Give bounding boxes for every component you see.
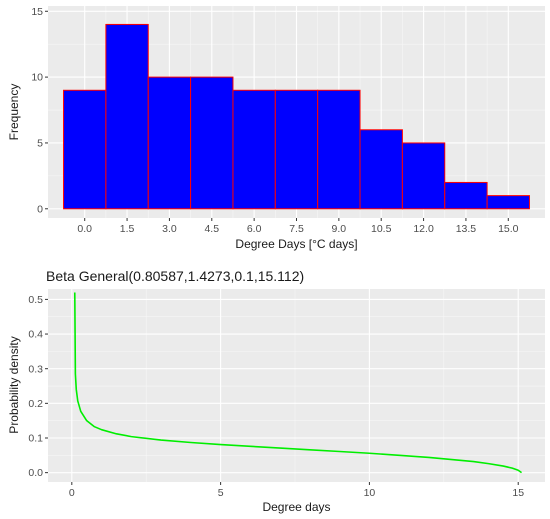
histogram-y-tick-label: 15 [31, 6, 43, 18]
histogram-bar [63, 89, 107, 210]
histogram-x-tick-label: 0.0 [77, 223, 92, 235]
histogram-x-tick-label: 10.5 [371, 223, 392, 235]
density-x-axis: 0 5 10 15 [69, 482, 524, 499]
histogram-x-tick-label: 9.0 [332, 223, 347, 235]
density-x-tick-label: 10 [364, 487, 376, 499]
density-y-tick-label: 0.1 [28, 433, 43, 445]
histogram-bar [105, 23, 149, 210]
density-y-tick-label: 0.2 [28, 398, 43, 410]
histogram-x-axis-title: Degree Days [°C days] [235, 237, 357, 251]
density-major-gridlines [48, 289, 545, 482]
density-chart: Beta General(0.80587,1.4273,0.1,15.112) … [7, 268, 545, 514]
density-curve [73, 292, 523, 474]
histogram-bar [274, 89, 319, 210]
density-chart-title: Beta General(0.80587,1.4273,0.1,15.112) [46, 268, 304, 284]
density-y-tick-label: 0.0 [28, 467, 43, 479]
density-x-tick-label: 5 [218, 487, 224, 499]
density-x-axis-title: Degree days [262, 500, 330, 514]
histogram-y-axis: 0 5 10 15 [31, 6, 48, 215]
histogram-bar [401, 142, 446, 210]
histogram-x-tick-label: 13.5 [456, 223, 477, 235]
histogram-y-tick-label: 10 [31, 72, 43, 84]
histogram-bar [317, 89, 361, 210]
histogram-chart: 0 5 10 15 0.0 1.5 3.0 4.5 6.0 7.5 9.0 10.5 12.0 13.5… [7, 6, 545, 251]
density-y-tick-label: 0.5 [28, 294, 43, 306]
histogram-x-tick-label: 15.0 [498, 223, 519, 235]
density-minor-gridlines [48, 289, 545, 482]
histogram-x-tick-label: 7.5 [289, 223, 304, 235]
histogram-x-tick-label: 6.0 [247, 223, 262, 235]
histogram-x-tick-label: 1.5 [120, 223, 135, 235]
histogram-x-tick-label: 4.5 [204, 223, 219, 235]
histogram-bar [359, 129, 403, 210]
histogram-bars [63, 23, 530, 210]
density-x-tick-label: 0 [69, 487, 75, 499]
histogram-bar [486, 195, 530, 210]
density-plot-panel [48, 289, 545, 482]
density-y-axis: 0.0 0.1 0.2 0.3 0.4 0.5 [28, 294, 48, 479]
density-y-tick-label: 0.3 [28, 363, 43, 375]
histogram-y-tick-label: 0 [37, 203, 43, 215]
histogram-bar [190, 76, 234, 210]
histogram-bar [444, 181, 488, 210]
density-y-tick-label: 0.4 [28, 329, 43, 341]
histogram-x-tick-label: 3.0 [162, 223, 177, 235]
histogram-bar [232, 89, 276, 210]
density-y-axis-title: Probability density [7, 336, 21, 433]
histogram-bar [147, 76, 192, 210]
histogram-x-tick-label: 12.0 [413, 223, 434, 235]
histogram-y-axis-title: Frequency [7, 84, 21, 141]
histogram-x-axis: 0.0 1.5 3.0 4.5 6.0 7.5 9.0 10.5 12.0 13.5 15.0 [77, 218, 519, 235]
density-x-tick-label: 15 [512, 487, 524, 499]
histogram-y-tick-label: 5 [37, 138, 43, 150]
